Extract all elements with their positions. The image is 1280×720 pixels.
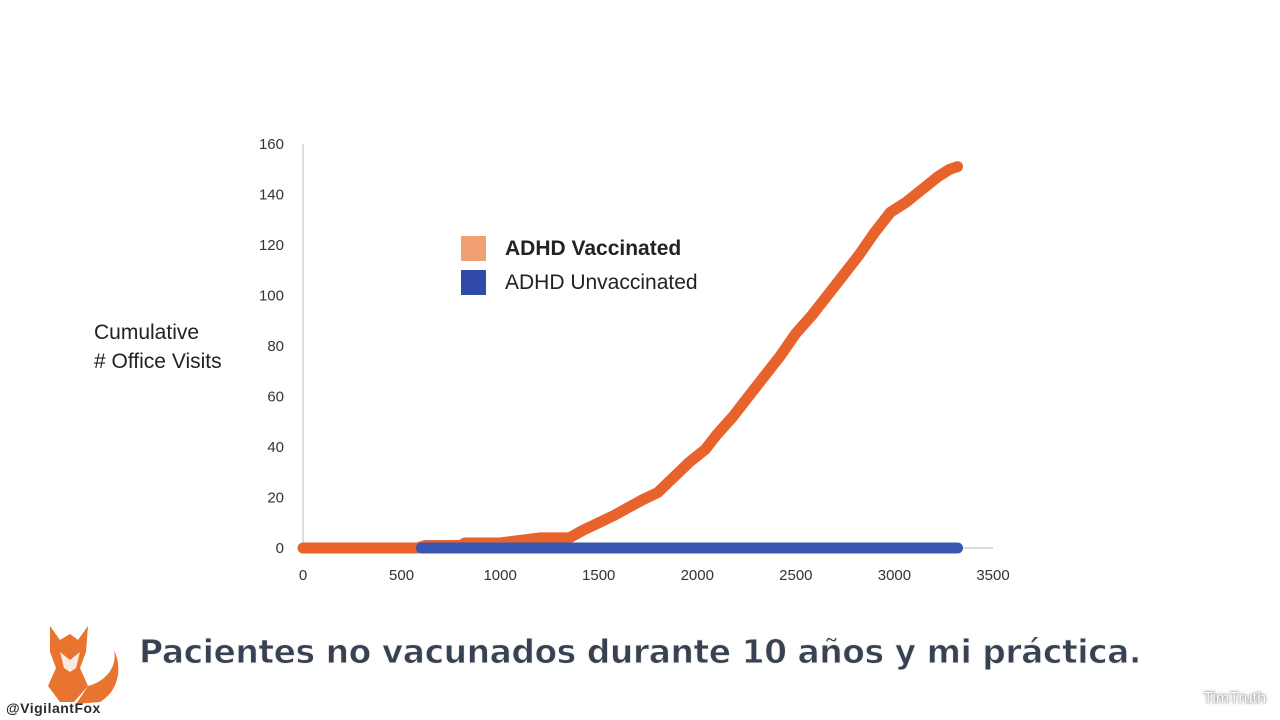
x-tick-label: 1000 xyxy=(483,567,516,584)
x-tick-label: 3500 xyxy=(976,567,1009,584)
x-tick-label: 1500 xyxy=(582,567,615,584)
y-axis-label: Cumulative # Office Visits xyxy=(94,318,222,376)
x-tick-label: 2000 xyxy=(681,567,714,584)
y-tick-label: 80 xyxy=(267,338,284,355)
subtitle-caption: Pacientes no vacunados durante 10 años y… xyxy=(139,632,1142,672)
x-tick-label: 500 xyxy=(389,567,414,584)
x-tick-label: 3000 xyxy=(878,567,911,584)
y-tick-label: 60 xyxy=(267,389,284,406)
watermark: TimTruth xyxy=(1203,690,1266,707)
y-tick-label: 40 xyxy=(267,439,284,456)
legend-swatch xyxy=(461,270,486,295)
logo-handle: @VigilantFox xyxy=(6,700,101,716)
y-tick-label: 100 xyxy=(259,288,284,305)
y-tick-label: 160 xyxy=(259,136,284,153)
series-line-vaccinated xyxy=(297,161,963,554)
legend-label: ADHD Vaccinated xyxy=(505,237,681,260)
y-axis-label-line-1: Cumulative xyxy=(94,321,200,344)
x-tick-label: 0 xyxy=(299,567,307,584)
y-tick-label: 20 xyxy=(267,490,284,507)
y-tick-label: 0 xyxy=(276,540,284,557)
fox-icon xyxy=(48,626,119,704)
y-tick-label: 120 xyxy=(259,237,284,254)
y-tick-label: 140 xyxy=(259,187,284,204)
legend-swatch xyxy=(461,236,486,261)
y-axis-label-line-2: # Office Visits xyxy=(94,350,222,373)
legend-label: ADHD Unvaccinated xyxy=(505,271,698,294)
x-tick-label: 2500 xyxy=(779,567,812,584)
